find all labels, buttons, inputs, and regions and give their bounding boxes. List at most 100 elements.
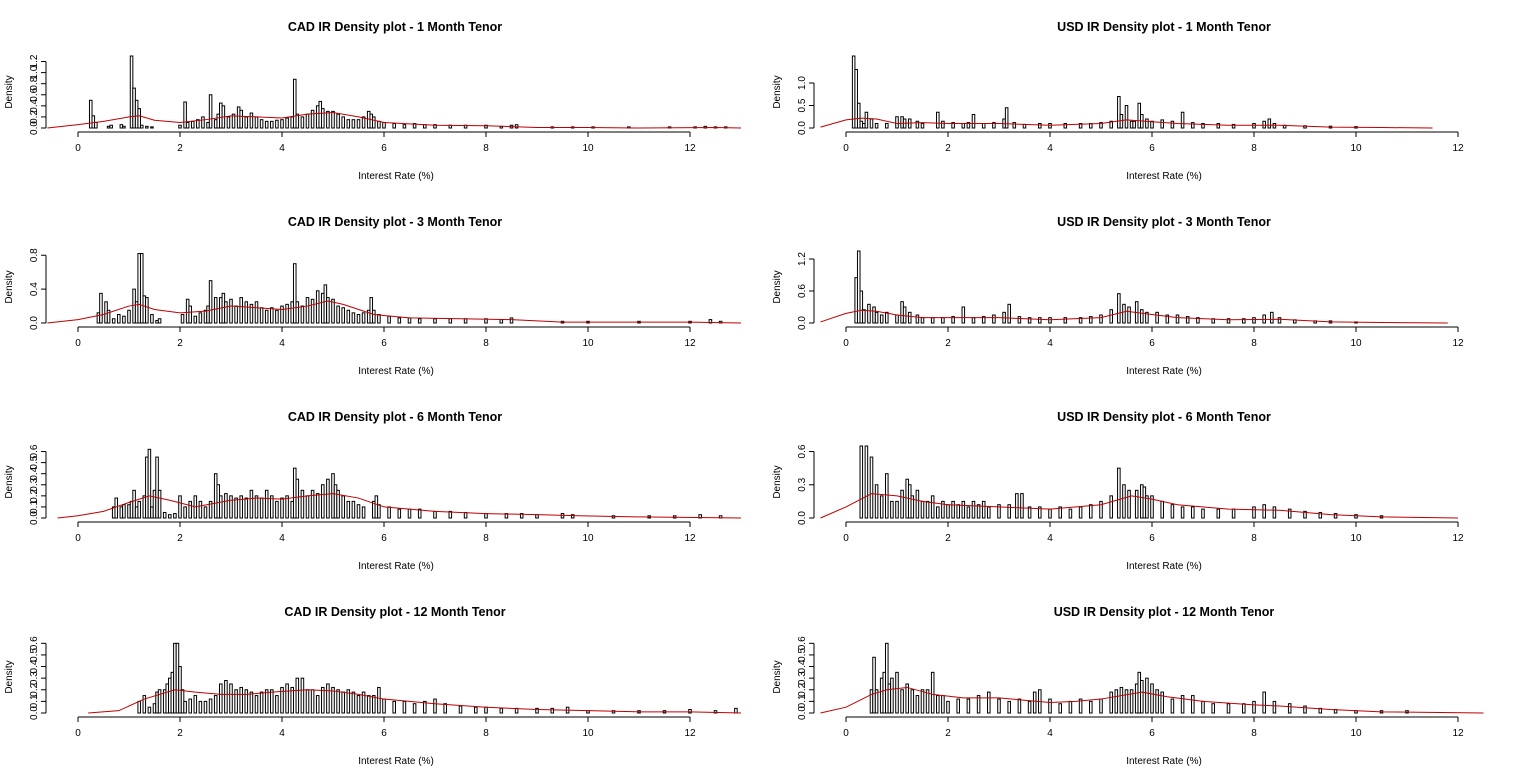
histogram-bar: [941, 317, 945, 324]
histogram-bar: [509, 317, 514, 324]
histogram-bar: [157, 318, 162, 324]
histogram-bar: [856, 102, 861, 129]
histogram-bar: [1277, 317, 1282, 324]
histogram-bar: [535, 707, 539, 714]
histogram-bar: [1226, 318, 1231, 324]
histogram-bar: [1262, 120, 1266, 129]
histogram-bar: [91, 115, 96, 129]
histogram-bar: [387, 315, 391, 324]
y-tick-label: 0.1: [29, 500, 40, 514]
x-tick-label: 12: [684, 533, 696, 544]
histogram-bars: [851, 55, 1358, 129]
histogram-bar: [1242, 703, 1246, 714]
histogram-bar: [1318, 511, 1323, 519]
histogram-bar: [244, 301, 249, 324]
histogram-bar: [361, 312, 366, 324]
x-tick-label: 10: [1350, 338, 1362, 349]
x-tick-label: 12: [1452, 338, 1464, 349]
chart-title: USD IR Density plot - 6 Month Tenor: [1057, 410, 1271, 424]
x-tick-label: 8: [483, 338, 489, 349]
histogram-bar: [915, 489, 920, 519]
histogram-bar: [1191, 122, 1195, 129]
histogram-bar: [1155, 689, 1159, 714]
histogram-bar: [1287, 508, 1292, 519]
x-tick-label: 8: [483, 533, 489, 544]
x-axis-label: Interest Rate (%): [358, 171, 434, 182]
histogram-bar: [382, 698, 386, 714]
chart-title: USD IR Density plot - 3 Month Tenor: [1057, 215, 1271, 229]
histogram-bar: [150, 314, 154, 324]
histogram-bar: [155, 456, 159, 519]
histogram-bar: [168, 514, 172, 519]
histogram-bar: [1063, 317, 1068, 324]
histogram-bar: [315, 695, 320, 714]
histogram-bar: [361, 506, 366, 519]
histogram-bar: [885, 642, 889, 714]
y-tick-label: 0.0: [797, 121, 808, 135]
histogram-bar: [448, 510, 453, 519]
y-tick-label: 0.6: [797, 636, 808, 650]
histogram-bar: [1127, 489, 1131, 519]
histogram-bar: [1022, 123, 1027, 129]
histogram-bar: [1145, 311, 1149, 324]
chart-title: CAD IR Density plot - 6 Month Tenor: [288, 410, 502, 424]
x-axis-label: Interest Rate (%): [1126, 756, 1202, 767]
histogram-bar: [910, 495, 915, 519]
histogram-bar: [295, 677, 300, 714]
histogram-bar: [1004, 107, 1009, 129]
histogram-bar: [310, 489, 315, 519]
histogram-bar: [142, 695, 147, 714]
histogram-bar: [111, 318, 116, 324]
histogram-bar: [951, 500, 955, 519]
histogram-bar: [132, 489, 136, 519]
density-curve: [820, 686, 1484, 714]
x-tick-label: 12: [684, 338, 696, 349]
y-tick-label: 0.6: [29, 636, 40, 650]
histogram-bar: [992, 122, 996, 129]
histogram-bar: [1038, 123, 1042, 129]
histogram-bar: [285, 495, 289, 519]
histogram-bars: [137, 642, 738, 714]
x-tick-label: 4: [1047, 533, 1053, 544]
histogram-bar: [377, 314, 381, 324]
x-tick-label: 6: [1149, 338, 1155, 349]
histogram-bar: [305, 495, 310, 519]
histogram-bar: [295, 301, 300, 324]
histogram-bar: [1145, 677, 1149, 714]
y-tick-label: 0.0: [29, 316, 40, 330]
histogram-bar: [1262, 691, 1266, 714]
histogram-bar: [1160, 500, 1164, 519]
histogram-bar: [971, 317, 976, 324]
histogram-bar: [448, 318, 453, 324]
density-panel: USD IR Density plot - 12 Month Tenor 0 2 4 6…: [768, 585, 1536, 780]
histogram-bar: [270, 307, 274, 324]
histogram-bar: [1211, 703, 1215, 714]
density-curve: [820, 309, 1448, 324]
histogram-bar: [936, 111, 940, 129]
histogram-bar: [99, 292, 103, 324]
histogram-bar: [331, 298, 335, 324]
x-tick-label: 10: [582, 338, 594, 349]
histogram-bar: [1180, 506, 1185, 519]
histogram-bar: [412, 123, 417, 129]
y-tick-label: 0.2: [29, 488, 40, 502]
y-tick-label: 0.2: [797, 682, 808, 696]
histogram-bar: [966, 122, 971, 129]
histogram-bar: [900, 489, 904, 519]
histogram-bar: [219, 683, 223, 714]
x-tick-label: 0: [843, 728, 849, 739]
histogram-bar: [1007, 303, 1011, 324]
histogram-bar: [458, 705, 463, 714]
histogram-bar: [433, 510, 437, 519]
histogram-bar: [259, 691, 264, 714]
histogram-bar: [264, 689, 269, 714]
histogram-bar: [392, 700, 396, 714]
histogram-bar: [1150, 495, 1154, 519]
histogram-bar: [905, 683, 909, 714]
histogram-bar: [264, 120, 269, 129]
histogram-bar: [208, 500, 213, 519]
x-tick-label: 8: [483, 143, 489, 154]
x-tick-label: 10: [582, 533, 594, 544]
histogram-bar: [402, 700, 407, 714]
histogram-bar: [127, 309, 131, 324]
